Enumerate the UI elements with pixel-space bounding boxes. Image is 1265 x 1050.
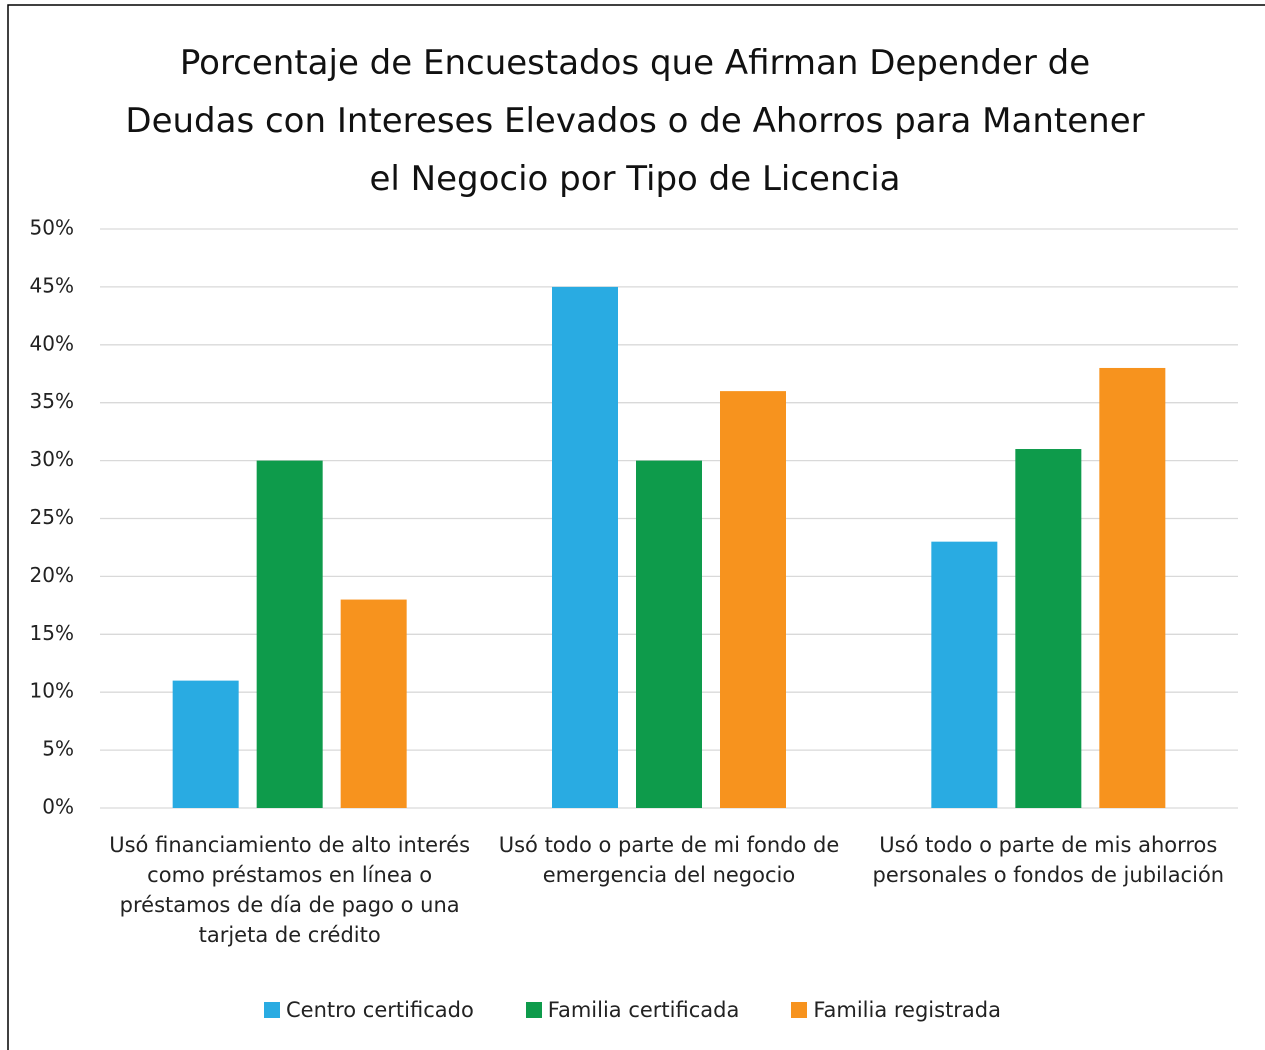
y-tick-label: 0% [42,795,74,819]
bar [1099,367,1166,808]
bar [931,541,998,808]
y-tick-label: 10% [30,679,74,703]
legend-label: Familia certificada [547,998,740,1022]
x-tick-label: Usó financiamiento de alto interés como … [109,833,471,947]
y-tick-label: 45% [30,273,74,297]
y-tick-label: 30% [30,447,74,471]
bar [1015,449,1082,808]
legend-swatch [263,1002,280,1018]
legend: Centro certificado Familia certificada Fam… [0,998,1265,1022]
frame [7,4,1265,1050]
bar [256,460,323,808]
bar [340,599,407,808]
bar [552,286,618,808]
legend-item: Centro certificado [263,998,474,1022]
y-tick-label: 40% [30,331,74,355]
bar [720,391,786,808]
x-tick-label: Usó todo o parte de mis ahorros personal… [872,833,1225,887]
y-tick-label: 50% [30,216,74,240]
chart-title: Porcentaje de Encuestados que Afirman De… [125,43,1145,199]
legend-swatch [791,1002,808,1018]
x-tick-label: Usó todo o parte de mi fondo de emergenc… [498,833,840,887]
bar [636,460,702,808]
bar [172,680,239,808]
y-tick-label: 5% [42,737,74,761]
y-tick-label: 20% [30,563,74,587]
y-tick-label: 35% [30,389,74,413]
legend-swatch [525,1002,542,1018]
y-tick-label: 25% [30,505,74,529]
legend-label: Familia registrada [813,998,1002,1022]
legend-item: Familia registrada [791,998,1001,1022]
legend-label: Centro certificado [285,998,474,1022]
y-tick-label: 15% [30,621,74,645]
legend-item: Familia certificada [525,998,740,1022]
